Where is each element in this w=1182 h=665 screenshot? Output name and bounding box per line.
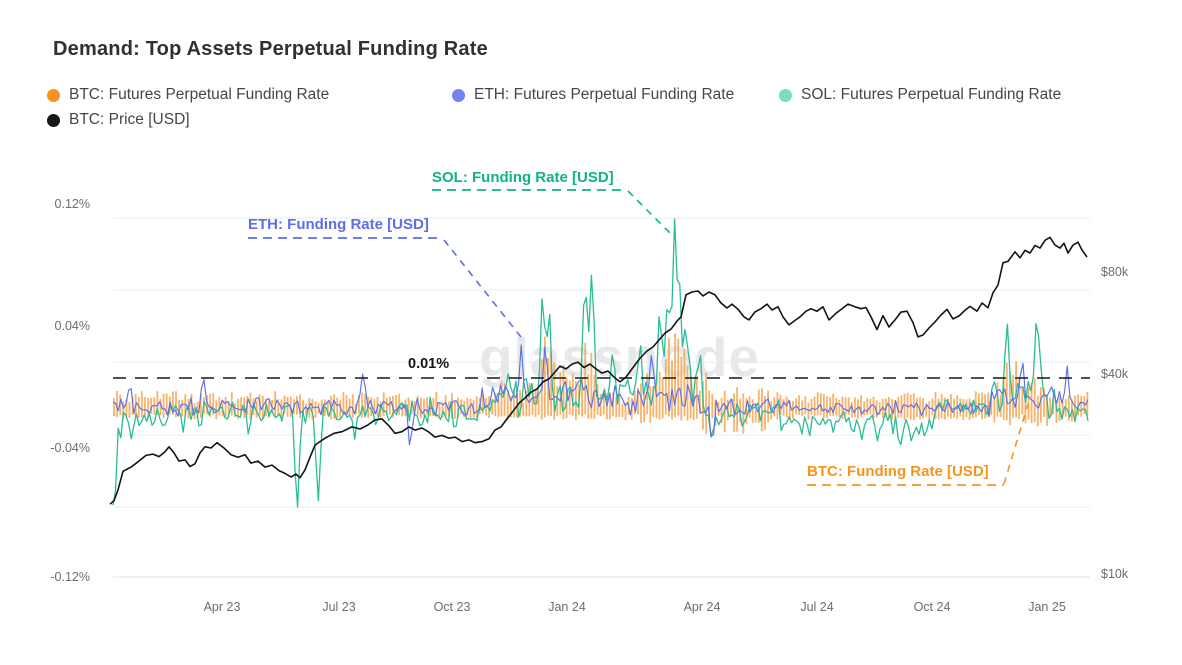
eth-funding-annotation: ETH: Funding Rate [USD] <box>248 216 429 233</box>
eth-funding-swatch-icon <box>452 88 465 102</box>
btc-funding-annotation: BTC: Funding Rate [USD] <box>807 463 989 480</box>
legend-item-btc-funding: BTC: Futures Perpetual Funding Rate <box>47 86 330 103</box>
page-title: Demand: Top Assets Perpetual Funding Rat… <box>53 38 488 60</box>
sol-funding-line <box>112 218 1089 508</box>
eth-funding-line <box>112 344 1089 446</box>
x-tick-label: Apr 23 <box>203 600 241 614</box>
x-tick-label: Oct 23 <box>433 600 471 614</box>
sol-funding-swatch-icon <box>779 88 792 102</box>
legend-item-eth-funding: ETH: Futures Perpetual Funding Rate <box>452 86 735 103</box>
y-left-tick-label: -0.12% <box>50 570 90 584</box>
y-right-tick-label: $10k <box>1101 567 1129 581</box>
btc-price-line <box>109 236 1088 505</box>
legend-label: ETH: Futures Perpetual Funding Rate <box>474 86 735 103</box>
legend-item-sol-funding: SOL: Futures Perpetual Funding Rate <box>779 86 1062 103</box>
btc-annotation-connector <box>1003 403 1029 485</box>
x-tick-label: Jul 23 <box>322 600 356 614</box>
legend-label: SOL: Futures Perpetual Funding Rate <box>801 86 1062 103</box>
x-tick-label: Jan 24 <box>548 600 586 614</box>
y-left-tick-label: 0.04% <box>54 319 90 333</box>
x-tick-label: Jul 24 <box>800 600 834 614</box>
y-left-tick-label: 0.12% <box>54 197 90 211</box>
x-tick-label: Jan 25 <box>1028 600 1066 614</box>
btc-funding-swatch-icon <box>47 88 60 102</box>
y-right-tick-label: $80k <box>1101 265 1129 279</box>
sol-funding-annotation: SOL: Funding Rate [USD] <box>432 169 614 186</box>
reference-line-label: 0.01% <box>408 356 450 372</box>
y-right-tick-label: $40k <box>1101 367 1129 381</box>
btc-price-swatch-icon <box>47 113 60 127</box>
sol-annotation-connector <box>627 190 673 236</box>
eth-annotation-connector <box>443 239 522 338</box>
legend-label: BTC: Price [USD] <box>69 111 190 128</box>
y-left-tick-label: -0.04% <box>50 441 90 455</box>
legend-item-btc-price: BTC: Price [USD] <box>47 111 190 128</box>
x-tick-label: Oct 24 <box>913 600 951 614</box>
legend-label: BTC: Futures Perpetual Funding Rate <box>69 86 330 103</box>
x-tick-label: Apr 24 <box>683 600 721 614</box>
